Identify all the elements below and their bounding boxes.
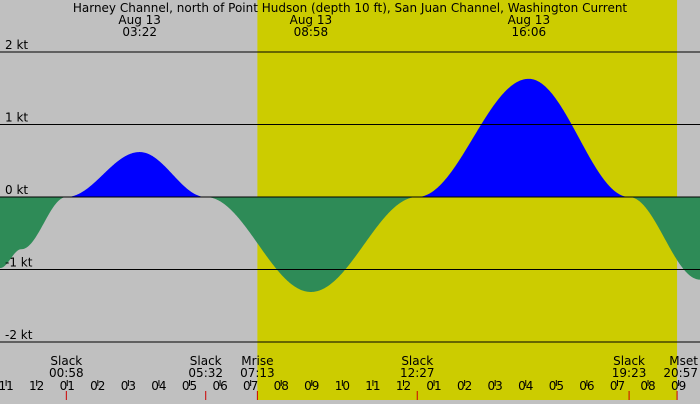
x-tick-label: 11: [0, 379, 14, 393]
event-name-label: Slack: [50, 354, 82, 368]
flood-area: [417, 78, 630, 197]
event-name-label: Mrise: [241, 354, 273, 368]
event-name-label: Mset: [669, 354, 698, 368]
x-tick-label: 12: [396, 379, 411, 393]
event-time-label: 19:23: [612, 366, 647, 380]
x-tick-label: 06: [579, 379, 594, 393]
event-time-label: 08:58: [294, 25, 329, 39]
event-time-label: 12:27: [400, 366, 435, 380]
event-date-label: Aug 13: [508, 13, 551, 27]
x-tick-label: 07: [243, 379, 258, 393]
event-time-label: 03:22: [122, 25, 157, 39]
x-tick-label: 02: [457, 379, 472, 393]
x-tick-label: 04: [518, 379, 533, 393]
chart-title: Harney Channel, north of Point Hudson (d…: [73, 1, 628, 15]
y-tick-label: 0 kt: [5, 183, 28, 197]
event-time-label: 07:13: [240, 366, 275, 380]
x-tick-label: 04: [151, 379, 166, 393]
event-time-label: 16:06: [512, 25, 547, 39]
x-tick-label: 03: [121, 379, 136, 393]
x-tick-label: 08: [274, 379, 289, 393]
event-name-label: Slack: [613, 354, 645, 368]
event-date-label: Aug 13: [118, 13, 161, 27]
x-tick-label: 02: [90, 379, 105, 393]
flood-area: [66, 152, 206, 197]
ebb-area: [629, 197, 700, 280]
ebb-area: [0, 197, 67, 269]
x-tick-label: 06: [212, 379, 227, 393]
x-tick-label: 09: [304, 379, 319, 393]
event-time-label: 05:32: [188, 366, 223, 380]
x-tick-label: 05: [182, 379, 197, 393]
event-name-label: Slack: [190, 354, 222, 368]
x-tick-label: 08: [640, 379, 655, 393]
x-tick-label: 07: [610, 379, 625, 393]
event-date-label: Aug 13: [290, 13, 333, 27]
x-tick-label: 03: [488, 379, 503, 393]
event-time-label: 20:57: [663, 366, 698, 380]
x-tick-label: 09: [671, 379, 686, 393]
y-tick-label: 2 kt: [5, 38, 28, 52]
x-tick-label: 05: [549, 379, 564, 393]
y-tick-label: -2 kt: [5, 328, 33, 342]
x-tick-label: 10: [335, 379, 350, 393]
ebb-area: [206, 197, 417, 292]
x-tick-label: 12: [29, 379, 44, 393]
x-tick-label: 01: [60, 379, 75, 393]
x-tick-label: 01: [426, 379, 441, 393]
x-tick-label: 11: [365, 379, 380, 393]
event-time-label: 00:58: [49, 366, 84, 380]
y-tick-label: 1 kt: [5, 111, 28, 125]
y-tick-label: -1 kt: [5, 256, 33, 270]
event-name-label: Slack: [401, 354, 433, 368]
